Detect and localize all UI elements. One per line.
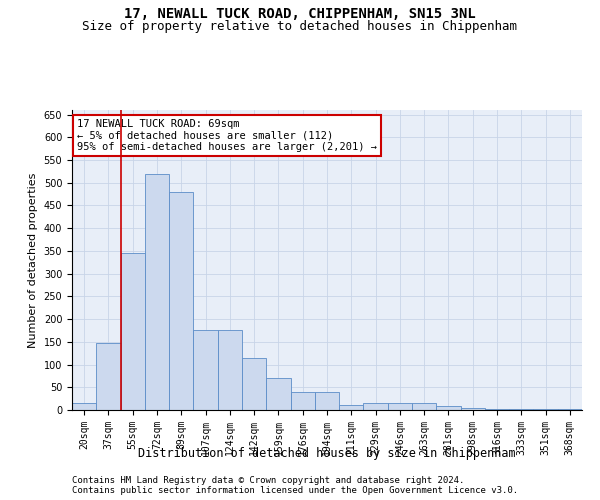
- Text: Size of property relative to detached houses in Chippenham: Size of property relative to detached ho…: [83, 20, 517, 33]
- Bar: [533, 408, 558, 410]
- Text: Contains public sector information licensed under the Open Government Licence v3: Contains public sector information licen…: [72, 486, 518, 495]
- Bar: [266, 378, 290, 410]
- Y-axis label: Number of detached properties: Number of detached properties: [28, 172, 38, 348]
- Bar: [193, 330, 218, 410]
- Bar: [72, 403, 96, 410]
- Bar: [145, 174, 169, 410]
- Bar: [121, 253, 145, 410]
- Bar: [412, 403, 436, 410]
- Bar: [290, 392, 315, 410]
- Bar: [339, 406, 364, 410]
- Bar: [169, 192, 193, 410]
- Bar: [509, 408, 533, 410]
- Bar: [364, 403, 388, 410]
- Text: Contains HM Land Registry data © Crown copyright and database right 2024.: Contains HM Land Registry data © Crown c…: [72, 476, 464, 485]
- Bar: [436, 406, 461, 410]
- Bar: [96, 342, 121, 410]
- Bar: [242, 358, 266, 410]
- Text: Distribution of detached houses by size in Chippenham: Distribution of detached houses by size …: [138, 448, 516, 460]
- Text: 17 NEWALL TUCK ROAD: 69sqm
← 5% of detached houses are smaller (112)
95% of semi: 17 NEWALL TUCK ROAD: 69sqm ← 5% of detac…: [77, 119, 377, 152]
- Bar: [558, 408, 582, 410]
- Bar: [388, 403, 412, 410]
- Bar: [461, 408, 485, 410]
- Text: 17, NEWALL TUCK ROAD, CHIPPENHAM, SN15 3NL: 17, NEWALL TUCK ROAD, CHIPPENHAM, SN15 3…: [124, 8, 476, 22]
- Bar: [485, 408, 509, 410]
- Bar: [315, 392, 339, 410]
- Bar: [218, 330, 242, 410]
